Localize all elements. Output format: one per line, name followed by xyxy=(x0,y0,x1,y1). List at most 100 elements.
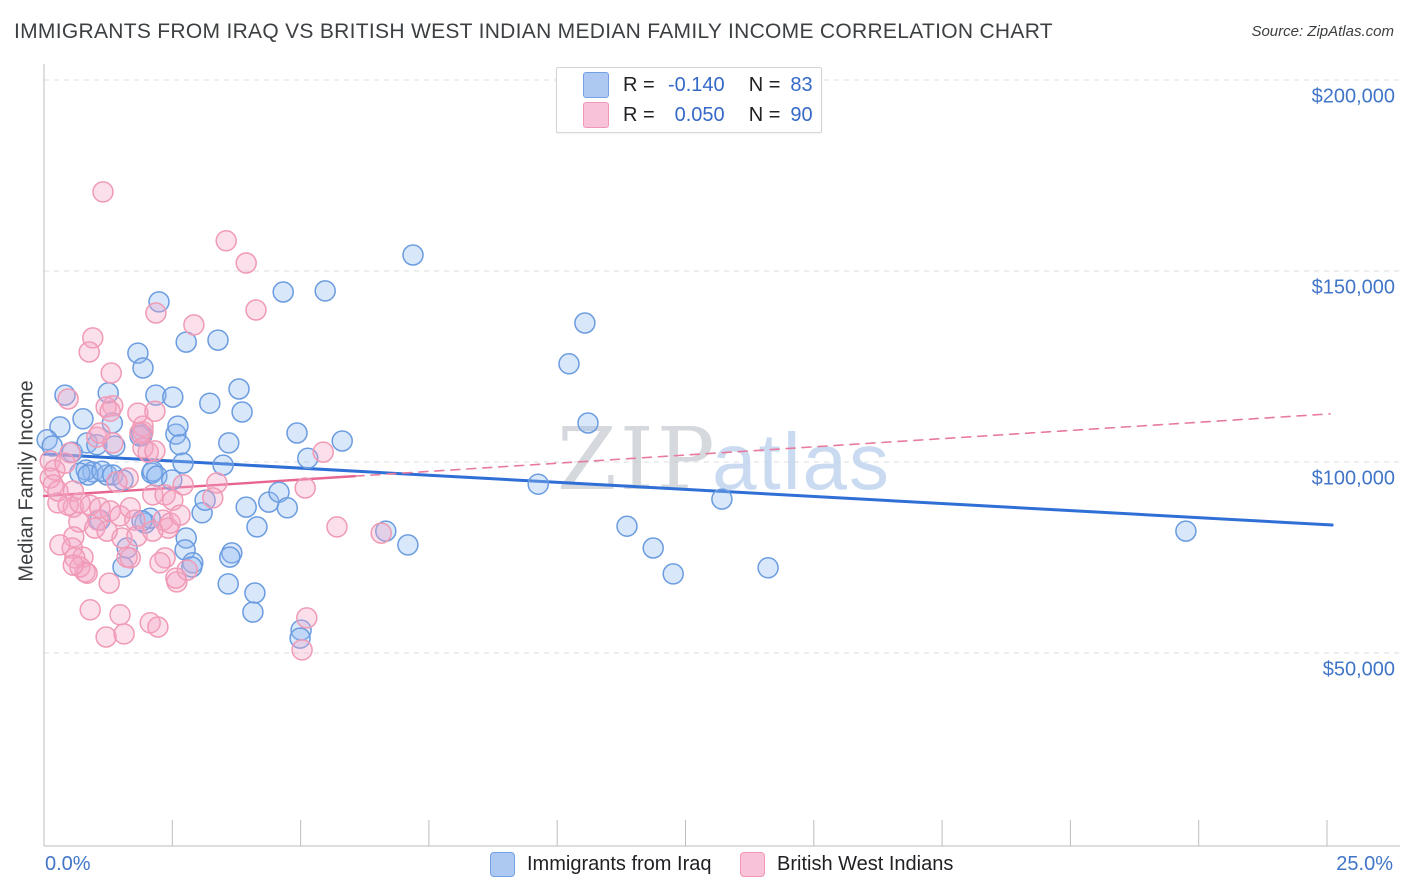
n-value-iraq: 83 xyxy=(790,73,813,96)
bwi-scatter-point[interactable] xyxy=(235,252,257,274)
iraq-scatter-point[interactable] xyxy=(77,464,99,486)
bwi-scatter-point[interactable] xyxy=(183,314,205,336)
iraq-scatter-point[interactable] xyxy=(72,408,94,430)
bwi-scatter-point[interactable] xyxy=(98,572,120,594)
bwi-scatter-point[interactable] xyxy=(142,520,164,542)
iraq-scatter-point[interactable] xyxy=(314,280,336,302)
bwi-scatter-point[interactable] xyxy=(202,487,224,509)
bwi-scatter-point[interactable] xyxy=(119,547,141,569)
bwi-scatter-point[interactable] xyxy=(145,302,167,324)
bwi-scatter-point[interactable] xyxy=(106,471,128,493)
iraq-scatter-point[interactable] xyxy=(162,386,184,408)
bwi-scatter-point[interactable] xyxy=(291,639,313,661)
bwi-scatter-point[interactable] xyxy=(96,520,118,542)
bwi-scatter-point[interactable] xyxy=(62,554,85,576)
bwi-scatter-point[interactable] xyxy=(147,616,169,638)
iraq-scatter-point[interactable] xyxy=(242,601,264,623)
bwi-scatter-point[interactable] xyxy=(89,422,111,444)
iraq-scatter-point[interactable] xyxy=(212,454,234,476)
iraq-scatter-point[interactable] xyxy=(132,357,154,379)
iraq-scatter-point[interactable] xyxy=(54,384,76,406)
iraq-scatter-point[interactable] xyxy=(276,497,299,519)
iraq-scatter-point[interactable] xyxy=(228,378,250,400)
bwi-scatter-point[interactable] xyxy=(370,522,392,544)
iraq-scatter-point[interactable] xyxy=(167,415,189,437)
bwi-scatter-point[interactable] xyxy=(312,441,334,463)
bwi-scatter-point[interactable] xyxy=(82,327,104,349)
bwi-scatter-point[interactable] xyxy=(326,516,348,538)
bwi-scatter-point[interactable] xyxy=(100,362,122,384)
iraq-scatter-point[interactable] xyxy=(145,384,167,406)
bwi-scatter-point[interactable] xyxy=(117,467,139,489)
ytick-150000: $150,000 xyxy=(1311,276,1395,299)
iraq-scatter-point[interactable] xyxy=(235,496,257,518)
iraq-scatter-point[interactable] xyxy=(49,416,71,438)
stats-row-iraq: R = -0.140 N = 83 xyxy=(557,72,821,98)
bwi-scatter-point[interactable] xyxy=(49,534,71,556)
iraq-scatter-point[interactable] xyxy=(397,534,419,556)
bwi-scatter-point[interactable] xyxy=(144,440,166,462)
bwi-scatter-point[interactable] xyxy=(59,442,81,464)
bwi-scatter-point[interactable] xyxy=(176,559,198,581)
bwi-scatter-point[interactable] xyxy=(144,400,166,422)
iraq-scatter-point[interactable] xyxy=(246,516,268,538)
x-axis-min-label: 0.0% xyxy=(45,853,91,875)
iraq-scatter-point[interactable] xyxy=(272,281,294,303)
bwi-scatter-point[interactable] xyxy=(119,497,141,519)
iraq-scatter-point[interactable] xyxy=(194,489,216,511)
iraq-scatter-point[interactable] xyxy=(231,401,253,423)
iraq-scatter-point[interactable] xyxy=(219,546,241,568)
iraq-scatter-point[interactable] xyxy=(169,434,191,456)
bwi-scatter-point[interactable] xyxy=(126,525,148,547)
iraq-scatter-point[interactable] xyxy=(402,244,424,266)
iraq-scatter-point[interactable] xyxy=(175,527,197,549)
iraq-scatter-point[interactable] xyxy=(199,392,221,414)
x-axis-max-label: 25.0% xyxy=(1336,853,1393,875)
bwi-scatter-point[interactable] xyxy=(92,181,114,203)
iraq-scatter-point[interactable] xyxy=(558,353,580,375)
bwi-scatter-point[interactable] xyxy=(99,400,121,422)
bwi-scatter-point[interactable] xyxy=(113,623,135,645)
bwi-scatter-point[interactable] xyxy=(54,452,76,474)
bwi-scatter-point[interactable] xyxy=(172,474,194,496)
bwi-scatter-point[interactable] xyxy=(79,599,101,621)
iraq-scatter-point[interactable] xyxy=(331,430,353,452)
bwi-scatter-point[interactable] xyxy=(165,567,187,589)
iraq-scatter-point[interactable] xyxy=(172,452,194,474)
iraq-scatter-point[interactable] xyxy=(207,329,229,351)
iraq-scatter-point[interactable] xyxy=(244,582,266,604)
iraq-scatter-point[interactable] xyxy=(1175,520,1197,542)
iraq-scatter-point[interactable] xyxy=(642,537,664,559)
iraq-scatter-point[interactable] xyxy=(286,422,308,444)
bwi-scatter-point[interactable] xyxy=(84,517,106,539)
bwi-scatter-point[interactable] xyxy=(296,607,318,629)
iraq-scatter-point[interactable] xyxy=(711,488,733,510)
bwi-scatter-point[interactable] xyxy=(95,626,117,648)
bwi-scatter-point[interactable] xyxy=(169,504,191,526)
blue-series-swatch xyxy=(583,72,609,98)
iraq-scatter-point[interactable] xyxy=(662,563,684,585)
iraq-scatter-point[interactable] xyxy=(757,557,779,579)
bwi-scatter-point[interactable] xyxy=(149,552,171,574)
iraq-scatter-point[interactable] xyxy=(574,312,596,334)
bwi-scatter-point[interactable] xyxy=(62,480,85,502)
iraq-scatter-point[interactable] xyxy=(616,515,638,537)
source-link[interactable]: Source: ZipAtlas.com xyxy=(1251,23,1394,40)
iraq-scatter-point[interactable] xyxy=(218,432,240,454)
bwi-scatter-point[interactable] xyxy=(95,396,117,418)
iraq-scatter-point[interactable] xyxy=(191,502,213,524)
bwi-scatter-point[interactable] xyxy=(57,388,79,410)
iraq-scatter-point[interactable] xyxy=(217,573,239,595)
iraq-scatter-point[interactable] xyxy=(527,473,549,495)
bwi-scatter-point[interactable] xyxy=(124,509,146,531)
iraq-scatter-point[interactable] xyxy=(577,412,599,434)
bwi-scatter-point[interactable] xyxy=(78,341,100,363)
y-axis-title: Median Family Income xyxy=(15,380,38,582)
legend-label-bwi: British West Indians xyxy=(777,853,954,875)
bwi-scatter-point[interactable] xyxy=(294,477,316,499)
bwi-scatter-point[interactable] xyxy=(245,299,267,321)
bwi-scatter-point[interactable] xyxy=(109,604,131,626)
bwi-scatter-point[interactable] xyxy=(142,484,164,506)
bwi-scatter-point[interactable] xyxy=(215,230,237,252)
